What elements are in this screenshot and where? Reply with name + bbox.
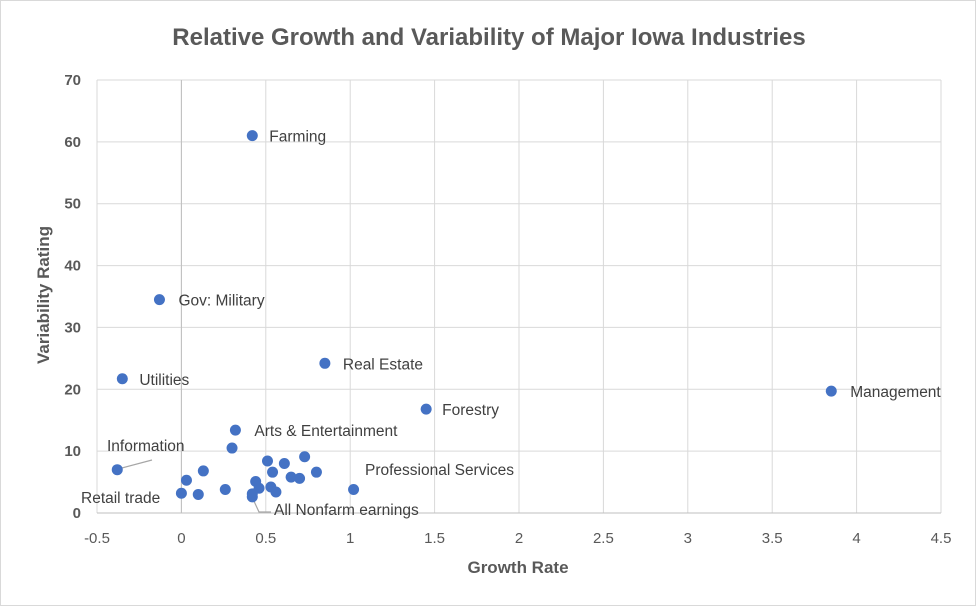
x-tick-label: 0	[177, 530, 185, 547]
data-points	[111, 130, 837, 503]
x-tick-label: 2	[515, 530, 523, 547]
y-tick-label: 0	[73, 505, 81, 522]
data-point	[310, 466, 322, 478]
data-labels: Farming Gov: Military Utilities Real Estate…	[81, 129, 941, 519]
y-tick-label: 10	[64, 443, 81, 460]
x-tick-label: 3.5	[762, 530, 783, 547]
data-point	[261, 455, 273, 467]
data-point	[285, 471, 297, 483]
data-point	[219, 483, 231, 495]
y-tick-label: 50	[64, 196, 81, 213]
data-point	[111, 464, 123, 476]
data-label: Utilities	[139, 372, 189, 389]
x-tick-label: 4.5	[931, 530, 952, 547]
data-point	[192, 488, 204, 500]
data-point	[175, 487, 187, 499]
data-label: Forestry	[442, 402, 499, 419]
data-label: Real Estate	[343, 356, 423, 373]
data-point	[180, 474, 192, 486]
data-point	[294, 472, 306, 484]
data-label: Gov: Military	[178, 293, 264, 310]
leader-lines	[117, 459, 271, 513]
x-tick-label: 4	[852, 530, 860, 547]
data-label: All Nonfarm earnings	[274, 502, 419, 519]
data-point	[299, 451, 311, 463]
data-point	[825, 385, 837, 397]
x-tick-label: -0.5	[84, 530, 110, 547]
y-tick-label: 60	[64, 134, 81, 151]
data-point	[246, 130, 258, 142]
data-point	[226, 442, 238, 454]
data-label: Arts & Entertainment	[254, 423, 398, 440]
y-tick-label: 30	[64, 319, 81, 336]
data-point	[197, 465, 209, 477]
data-point	[267, 466, 279, 478]
data-point	[278, 458, 290, 470]
chart-title: Relative Growth and Variability of Major…	[172, 24, 805, 51]
data-label: Information	[107, 438, 185, 455]
x-tick-label: 1.5	[424, 530, 445, 547]
x-tick-label: 1	[346, 530, 354, 547]
data-label: Farming	[269, 129, 326, 146]
data-label: Professional Services	[365, 462, 514, 479]
leader-line	[117, 459, 153, 470]
y-axis-title: Variability Rating	[34, 226, 53, 364]
x-tick-label: 3	[684, 530, 692, 547]
y-tick-label: 20	[64, 381, 81, 398]
data-point	[319, 357, 331, 369]
data-point	[270, 486, 282, 498]
data-point	[420, 403, 432, 415]
x-axis-title: Growth Rate	[467, 558, 568, 577]
data-point	[229, 424, 241, 436]
x-tick-label: 0.5	[255, 530, 276, 547]
data-point	[246, 488, 258, 500]
data-point	[116, 373, 128, 385]
y-tick-label: 70	[64, 72, 81, 89]
data-label: Retail trade	[81, 490, 160, 507]
leader-line	[252, 498, 271, 513]
x-tick-label: 2.5	[593, 530, 614, 547]
data-label: Management	[850, 384, 941, 401]
data-point	[348, 483, 360, 495]
data-point	[153, 294, 165, 306]
y-tick-label: 40	[64, 258, 81, 275]
